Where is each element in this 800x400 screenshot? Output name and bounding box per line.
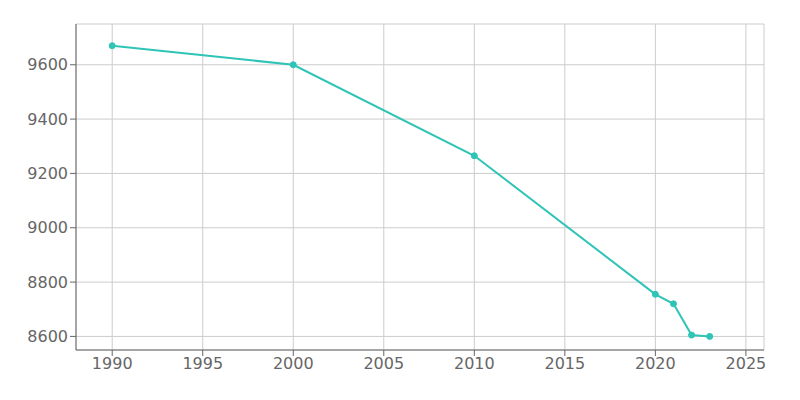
svg-text:8600: 8600	[27, 327, 68, 346]
svg-text:8800: 8800	[27, 273, 68, 292]
svg-text:9400: 9400	[27, 110, 68, 129]
svg-text:2015: 2015	[544, 354, 585, 373]
svg-text:9200: 9200	[27, 164, 68, 183]
svg-text:1990: 1990	[92, 354, 133, 373]
svg-text:9000: 9000	[27, 218, 68, 237]
svg-text:1995: 1995	[182, 354, 223, 373]
svg-text:2005: 2005	[363, 354, 404, 373]
svg-text:9600: 9600	[27, 55, 68, 74]
svg-text:2020: 2020	[635, 354, 676, 373]
svg-text:2010: 2010	[454, 354, 495, 373]
svg-text:2000: 2000	[273, 354, 314, 373]
svg-text:2025: 2025	[726, 354, 767, 373]
